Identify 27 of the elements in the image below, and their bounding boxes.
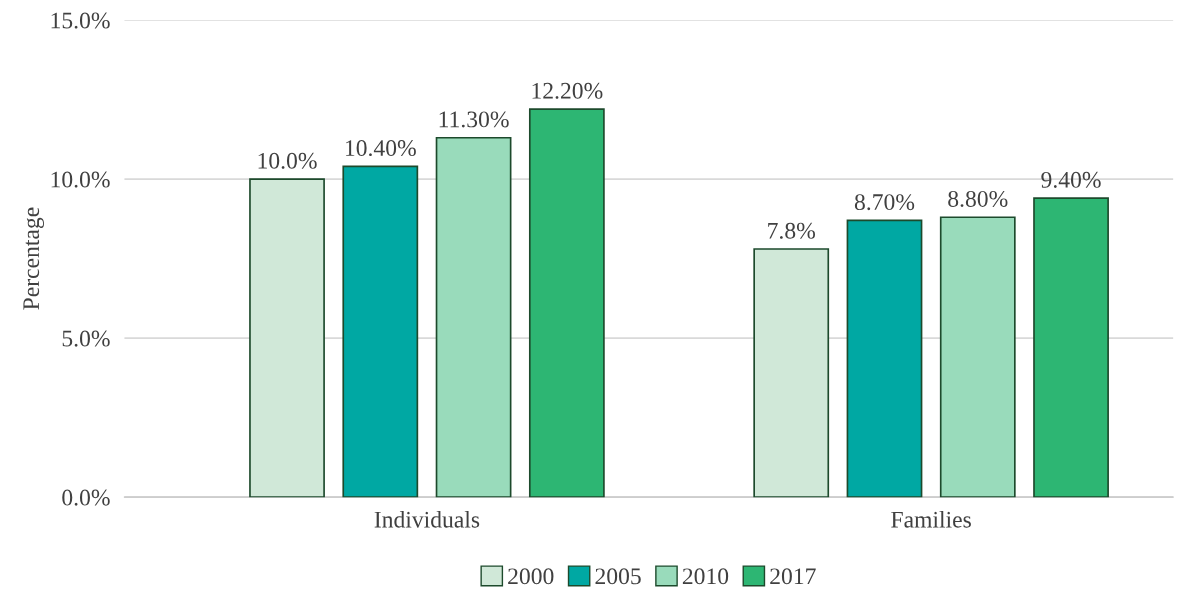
data-label: 10.40% bbox=[345, 140, 416, 157]
data-label: 11.30% bbox=[439, 111, 509, 128]
bar bbox=[939, 216, 1016, 498]
data-label: 7.8% bbox=[768, 222, 816, 239]
bar bbox=[528, 108, 605, 498]
bar bbox=[753, 248, 830, 498]
y-tick-label: 15.0% bbox=[51, 12, 110, 29]
bar bbox=[249, 178, 325, 498]
data-label: 12.20% bbox=[532, 82, 603, 99]
legend-label: 2010 bbox=[682, 568, 729, 585]
bar bbox=[1033, 197, 1109, 498]
data-label: 8.80% bbox=[948, 190, 1008, 207]
x-tick-label: Individuals bbox=[374, 511, 480, 528]
y-tick-label: 0.0% bbox=[62, 489, 110, 506]
x-tick-label: Families bbox=[891, 511, 971, 528]
bar bbox=[342, 165, 419, 498]
legend-label: 2017 bbox=[770, 568, 816, 585]
legend-label: 2005 bbox=[595, 568, 641, 585]
y-tick-label: 10.0% bbox=[51, 171, 110, 188]
data-label: 8.70% bbox=[854, 194, 915, 211]
legend-label: 2000 bbox=[508, 568, 554, 585]
data-label: 10.0% bbox=[258, 152, 317, 169]
y-tick-label: 5.0% bbox=[62, 330, 110, 347]
y-axis-title: Percentage bbox=[23, 207, 44, 310]
bar bbox=[846, 219, 923, 498]
bar bbox=[435, 136, 512, 498]
data-label: 9.40% bbox=[1041, 171, 1101, 188]
